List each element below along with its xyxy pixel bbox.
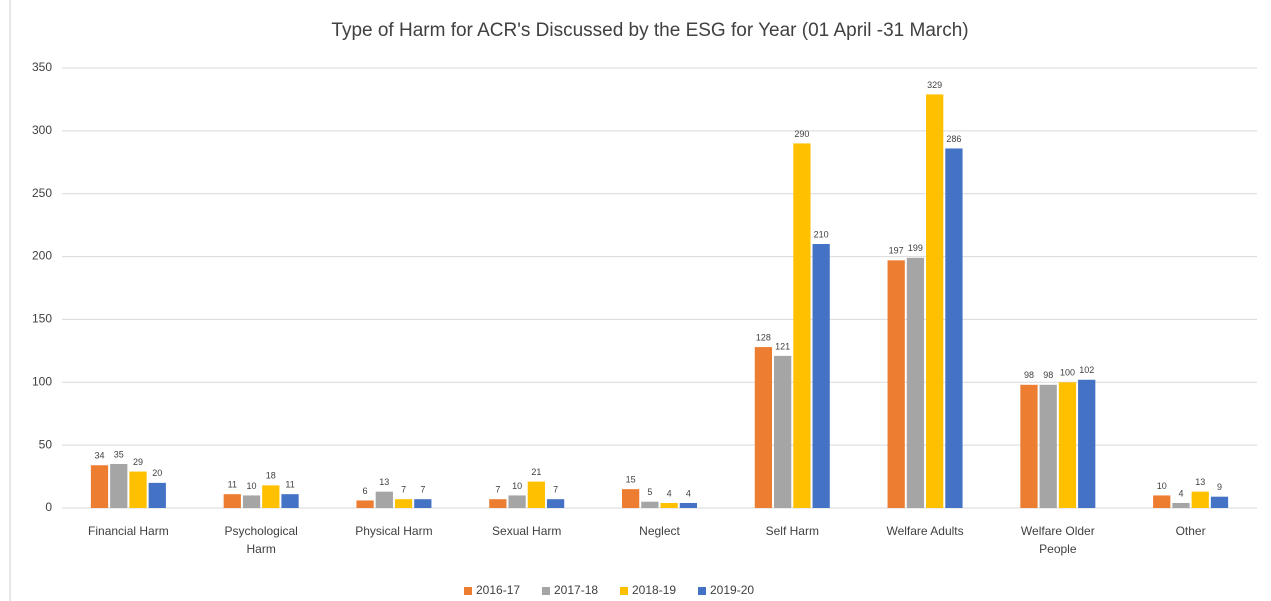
value-label: 329 <box>927 80 942 90</box>
legend-swatch <box>698 587 706 595</box>
x-tick-label: Self Harm <box>766 524 819 538</box>
x-tick-label: Welfare Adults <box>886 524 963 538</box>
bar <box>394 499 413 508</box>
bar <box>281 494 299 508</box>
bar <box>945 148 963 508</box>
bar <box>223 494 241 508</box>
value-label: 21 <box>531 467 541 477</box>
bar <box>926 94 944 509</box>
legend-label: 2017-18 <box>554 583 598 597</box>
bar <box>527 481 545 508</box>
legend-swatch <box>542 587 550 595</box>
bar <box>1172 502 1190 508</box>
value-label: 128 <box>756 332 771 342</box>
bar <box>679 502 698 508</box>
legend-label: 2018-19 <box>632 583 676 597</box>
bar <box>660 502 678 508</box>
bar <box>1058 382 1077 508</box>
value-label: 98 <box>1043 370 1053 380</box>
value-label: 199 <box>908 243 923 253</box>
value-label: 7 <box>495 485 500 495</box>
bar <box>148 482 166 508</box>
value-label: 10 <box>1157 481 1167 491</box>
value-label: 7 <box>420 485 425 495</box>
value-label: 18 <box>266 471 276 481</box>
bar <box>508 495 526 508</box>
legend-label: 2019-20 <box>710 583 754 597</box>
value-label: 9 <box>1217 482 1222 492</box>
bar <box>1210 496 1229 508</box>
y-tick-label: 100 <box>32 374 52 388</box>
bar <box>1153 495 1171 508</box>
y-tick-label: 0 <box>45 500 52 514</box>
bar <box>793 143 811 508</box>
bar <box>414 499 432 508</box>
bar <box>356 500 374 508</box>
legend-swatch <box>620 587 628 595</box>
bar <box>242 495 261 508</box>
x-tick-label: Neglect <box>639 524 680 538</box>
value-label: 10 <box>247 481 257 491</box>
bar <box>546 499 565 508</box>
x-tick-label: Other <box>1176 524 1206 538</box>
bar <box>1020 384 1038 508</box>
value-label: 34 <box>95 451 105 461</box>
bar <box>262 485 280 508</box>
value-label: 6 <box>363 486 368 496</box>
value-label: 286 <box>946 134 961 144</box>
bar <box>621 489 640 508</box>
bar <box>1078 379 1096 508</box>
legend-swatch <box>464 587 472 595</box>
value-label: 121 <box>775 341 790 351</box>
y-tick-label: 50 <box>39 437 53 451</box>
value-label: 7 <box>401 485 406 495</box>
bar <box>110 464 128 508</box>
value-label: 5 <box>647 487 652 497</box>
value-label: 13 <box>1195 477 1205 487</box>
legend-label: 2016-17 <box>476 583 520 597</box>
bar <box>375 491 393 508</box>
value-label: 197 <box>889 246 904 256</box>
bar <box>774 355 792 508</box>
chart-title: Type of Harm for ACR's Discussed by the … <box>331 20 968 41</box>
value-label: 29 <box>133 457 143 467</box>
x-tick-label: Psychological Harm <box>224 524 297 556</box>
y-tick-label: 200 <box>32 249 52 263</box>
bar <box>90 465 109 508</box>
bar <box>906 257 925 508</box>
bar <box>812 244 830 508</box>
value-label: 4 <box>1178 488 1183 498</box>
y-tick-label: 300 <box>32 123 52 137</box>
value-label: 4 <box>667 488 672 498</box>
value-label: 4 <box>686 488 691 498</box>
value-label: 102 <box>1079 365 1094 375</box>
x-tick-label: Financial Harm <box>88 524 169 538</box>
x-tick-label: Sexual Harm <box>492 524 561 538</box>
x-tick-label: Physical Harm <box>355 524 432 538</box>
value-label: 11 <box>228 480 237 490</box>
y-tick-label: 150 <box>32 312 52 326</box>
value-label: 10 <box>512 481 522 491</box>
bar <box>1039 384 1057 508</box>
y-tick-label: 250 <box>32 186 52 200</box>
value-label: 7 <box>553 485 558 495</box>
value-label: 11 <box>285 480 294 490</box>
value-label: 15 <box>626 475 636 485</box>
bar <box>1191 491 1209 508</box>
value-label: 98 <box>1024 370 1034 380</box>
bar <box>641 501 659 508</box>
bar <box>754 347 773 508</box>
bar <box>129 471 147 508</box>
y-tick-label: 350 <box>32 60 52 74</box>
value-label: 20 <box>152 468 162 478</box>
bar <box>489 499 507 508</box>
x-tick-label: Welfare Older People <box>1021 524 1095 556</box>
value-label: 35 <box>114 449 124 459</box>
value-label: 13 <box>379 477 389 487</box>
value-label: 290 <box>794 129 809 139</box>
bar <box>887 260 905 508</box>
value-label: 210 <box>814 229 829 239</box>
value-label: 100 <box>1060 368 1075 378</box>
